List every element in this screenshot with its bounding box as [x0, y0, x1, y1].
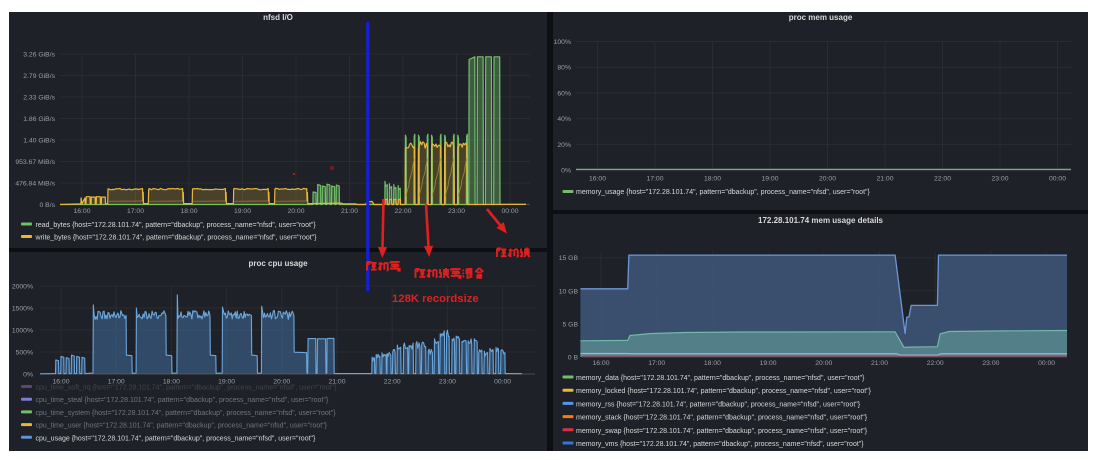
- svg-text:0 B/s: 0 B/s: [40, 202, 56, 209]
- svg-text:22:00: 22:00: [384, 379, 401, 386]
- svg-text:cpu_time_user {host="172.28.10: cpu_time_user {host="172.28.101.74", pat…: [36, 423, 328, 430]
- svg-text:21:00: 21:00: [328, 379, 345, 386]
- svg-text:18:00: 18:00: [180, 208, 197, 215]
- svg-text:0%: 0%: [23, 372, 33, 379]
- svg-text:write_bytes {host="172.28.101.: write_bytes {host="172.28.101.74", patte…: [35, 235, 318, 242]
- svg-text:1500%: 1500%: [12, 306, 33, 313]
- svg-text:00:00: 00:00: [1038, 360, 1055, 367]
- svg-text:16:00: 16:00: [73, 208, 90, 215]
- svg-text:20:00: 20:00: [819, 176, 836, 183]
- svg-text:500%: 500%: [16, 350, 33, 357]
- svg-text:proc cpu usage: proc cpu usage: [248, 259, 308, 268]
- svg-text:18:00: 18:00: [704, 176, 721, 183]
- svg-text:0 B: 0 B: [568, 355, 579, 362]
- svg-text:00:00: 00:00: [1049, 176, 1066, 183]
- svg-text:memory_vms {host="172.28.101.7: memory_vms {host="172.28.101.74", patter…: [576, 441, 864, 448]
- svg-text:1.40 GiB/s: 1.40 GiB/s: [23, 138, 55, 145]
- svg-text:nfsd I/O: nfsd I/O: [263, 13, 293, 22]
- svg-text:80%: 80%: [557, 65, 571, 72]
- svg-text:476.84 MiB/s: 476.84 MiB/s: [15, 181, 55, 188]
- svg-text:20:00: 20:00: [287, 208, 304, 215]
- svg-text:60%: 60%: [557, 90, 571, 97]
- svg-text:memory_stack {host="172.28.101: memory_stack {host="172.28.101.74", patt…: [576, 415, 868, 422]
- svg-text:memory_data {host="172.28.101.: memory_data {host="172.28.101.74", patte…: [576, 375, 865, 382]
- svg-text:19:00: 19:00: [760, 360, 777, 367]
- svg-text:22:00: 22:00: [927, 360, 944, 367]
- svg-text:23:00: 23:00: [439, 379, 456, 386]
- svg-text:memory_locked {host="172.28.10: memory_locked {host="172.28.101.74", pat…: [576, 388, 872, 395]
- svg-text:memory_rss {host="172.28.101.7: memory_rss {host="172.28.101.74", patter…: [576, 401, 861, 408]
- svg-text:22:00: 22:00: [394, 208, 411, 215]
- svg-text:21:00: 21:00: [876, 176, 893, 183]
- svg-text:18:00: 18:00: [704, 360, 721, 367]
- svg-text:18:00: 18:00: [163, 379, 180, 386]
- svg-text:22:00: 22:00: [934, 176, 951, 183]
- svg-text:19:00: 19:00: [218, 379, 235, 386]
- svg-text:10 GB: 10 GB: [559, 288, 579, 295]
- svg-text:17:00: 17:00: [108, 379, 125, 386]
- svg-text:16:00: 16:00: [589, 176, 606, 183]
- svg-text:953.67 MiB/s: 953.67 MiB/s: [15, 159, 55, 166]
- svg-text:172.28.101.74 mem usage detail: 172.28.101.74 mem usage details: [758, 216, 884, 225]
- svg-text:17:00: 17:00: [648, 360, 665, 367]
- svg-text:20%: 20%: [557, 142, 571, 149]
- svg-text:1000%: 1000%: [12, 328, 33, 335]
- svg-text:100%: 100%: [554, 39, 571, 46]
- svg-text:20:00: 20:00: [273, 379, 290, 386]
- svg-text:1.86 GiB/s: 1.86 GiB/s: [23, 116, 55, 123]
- svg-text:proc mem usage: proc mem usage: [789, 13, 853, 22]
- svg-text:23:00: 23:00: [991, 176, 1008, 183]
- svg-text:21:00: 21:00: [871, 360, 888, 367]
- svg-text:00:00: 00:00: [501, 208, 518, 215]
- svg-text:2000%: 2000%: [12, 284, 33, 291]
- svg-text:memory_usage {host="172.28.101: memory_usage {host="172.28.101.74", patt…: [576, 189, 871, 196]
- svg-text:20:00: 20:00: [815, 360, 832, 367]
- svg-text:23:00: 23:00: [982, 360, 999, 367]
- svg-text:0%: 0%: [561, 168, 571, 175]
- svg-text:17:00: 17:00: [646, 176, 663, 183]
- svg-text:21:00: 21:00: [341, 208, 358, 215]
- svg-text:23:00: 23:00: [448, 208, 465, 215]
- svg-text:40%: 40%: [557, 116, 571, 123]
- svg-text:2.33 GiB/s: 2.33 GiB/s: [23, 95, 55, 102]
- svg-text:cpu_time_soft_irq {host="172.2: cpu_time_soft_irq {host="172.28.101.74",…: [36, 385, 338, 392]
- svg-text:15 GB: 15 GB: [559, 255, 579, 262]
- svg-text:cpu_time_steal {host="172.28.1: cpu_time_steal {host="172.28.101.74", pa…: [36, 397, 329, 404]
- svg-text:read_bytes {host="172.28.101.7: read_bytes {host="172.28.101.74", patter…: [36, 222, 317, 229]
- svg-text:cpu_usage {host="172.28.101.74: cpu_usage {host="172.28.101.74", pattern…: [36, 435, 317, 442]
- svg-text:19:00: 19:00: [234, 208, 251, 215]
- svg-text:3.26 GiB/s: 3.26 GiB/s: [23, 52, 55, 59]
- svg-text:16:00: 16:00: [592, 360, 609, 367]
- svg-text:128K recordsize: 128K recordsize: [392, 293, 479, 305]
- svg-text:17:00: 17:00: [127, 208, 144, 215]
- svg-text:00:00: 00:00: [494, 379, 511, 386]
- svg-text:cpu_time_system {host="172.28.: cpu_time_system {host="172.28.101.74", p…: [36, 410, 337, 417]
- svg-text:2.79 GiB/s: 2.79 GiB/s: [23, 73, 55, 80]
- svg-text:memory_swap {host="172.28.101.: memory_swap {host="172.28.101.74", patte…: [576, 428, 868, 435]
- svg-text:16:00: 16:00: [52, 379, 69, 386]
- svg-text:19:00: 19:00: [761, 176, 778, 183]
- svg-text:5 GB: 5 GB: [563, 321, 579, 328]
